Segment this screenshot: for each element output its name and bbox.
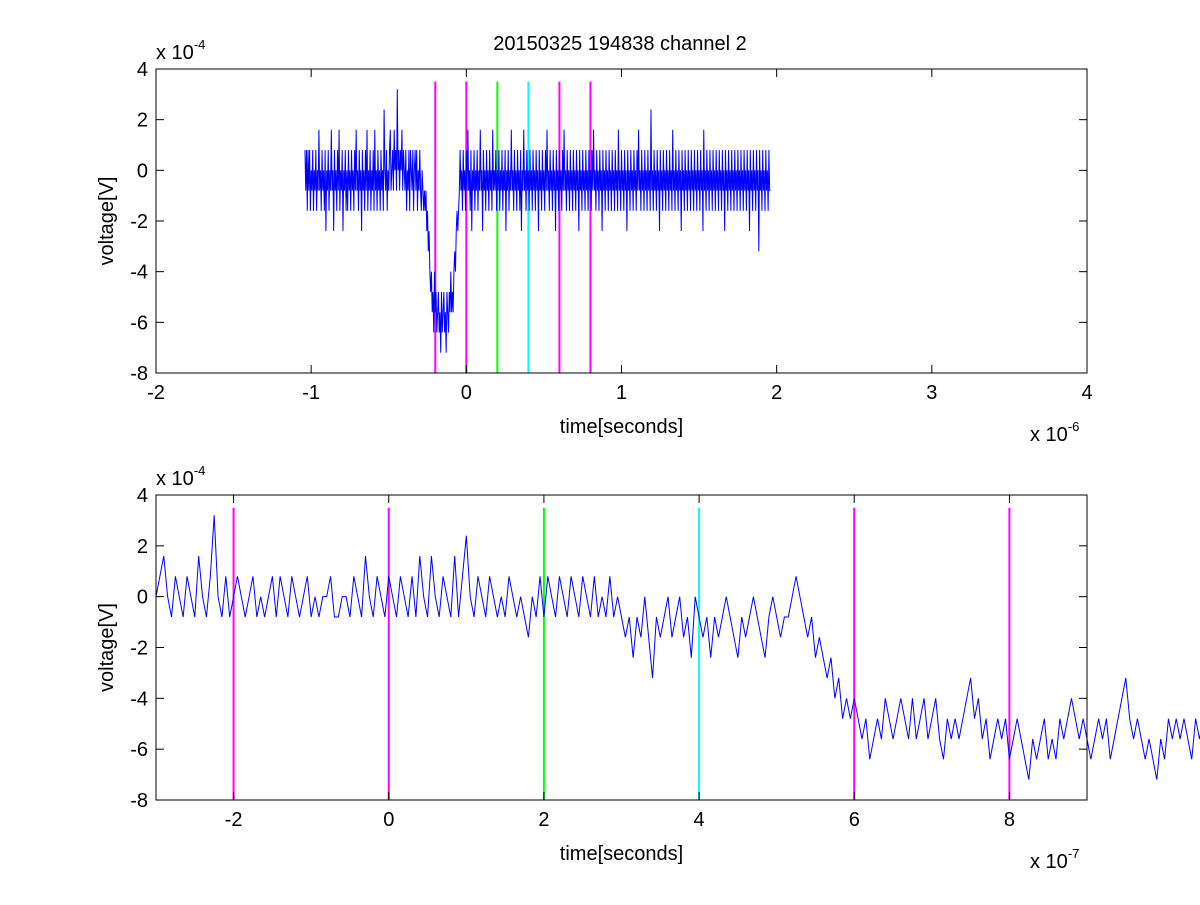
bottom-marker-lines xyxy=(232,507,1011,800)
bottom-y-multiplier-base: x 10 xyxy=(156,468,194,490)
bottom-axes-frame xyxy=(155,494,1088,801)
bottom-x-tick-label: 2 xyxy=(538,809,549,831)
top-y-tick-label: 4 xyxy=(137,59,148,81)
bottom-y-tick-label: -8 xyxy=(130,790,148,812)
top-x-tick-label: -2 xyxy=(147,382,165,404)
top-y-ticks: -8 -6 -4 -2 0 2 4 xyxy=(130,59,1087,385)
top-panel: -2 -1 0 1 2 3 4 -8 -6 -4 -2 0 2 4 time[seconds] volt… xyxy=(96,37,1093,446)
bottom-signal-series xyxy=(155,515,1200,780)
top-x-tick-label: 2 xyxy=(771,382,782,404)
top-x-multiplier-base: x 10 xyxy=(1030,424,1068,446)
bottom-x-tick-label: 6 xyxy=(849,809,860,831)
top-axes-frame xyxy=(155,68,1088,374)
bottom-x-tick-label: 0 xyxy=(383,809,394,831)
top-y-tick-label: -4 xyxy=(130,262,148,284)
top-y-axis-label: voltage[V] xyxy=(96,177,118,266)
bottom-y-ticks: -8 -6 -4 -2 0 2 4 xyxy=(130,485,1087,812)
chart-title: 20150325 194838 channel 2 xyxy=(493,33,747,55)
bottom-x-multiplier: x 10-7 xyxy=(1030,846,1079,873)
bottom-y-tick-label: 4 xyxy=(137,485,148,507)
bottom-signal-line xyxy=(155,515,1200,780)
top-y-tick-label: -8 xyxy=(130,363,148,385)
bottom-y-multiplier: x 10-4 xyxy=(156,463,205,490)
top-x-multiplier: x 10-6 xyxy=(1030,419,1079,446)
bottom-y-tick-label: -2 xyxy=(130,638,148,660)
bottom-x-tick-label: 4 xyxy=(694,809,705,831)
bottom-x-tick-label: 8 xyxy=(1004,809,1015,831)
bottom-y-axis-label: voltage[V] xyxy=(96,603,118,692)
top-x-multiplier-exponent: -6 xyxy=(1068,419,1080,434)
bottom-panel: -2 0 2 4 6 8 -8 -6 -4 -2 0 2 4 time[seconds] voltag… xyxy=(96,463,1200,873)
bottom-y-tick-label: 0 xyxy=(137,587,148,609)
top-y-tick-label: -2 xyxy=(130,211,148,233)
bottom-x-tick-label: -2 xyxy=(225,809,243,831)
top-y-multiplier: x 10-4 xyxy=(156,37,205,64)
top-signal-line xyxy=(304,89,771,353)
bottom-y-tick-label: 2 xyxy=(137,536,148,558)
bottom-y-tick-label: -4 xyxy=(130,688,148,710)
top-x-tick-label: 1 xyxy=(616,382,627,404)
top-y-tick-label: 2 xyxy=(137,110,148,132)
top-marker-lines xyxy=(434,81,592,373)
bottom-x-axis-label: time[seconds] xyxy=(560,843,683,865)
top-y-tick-label: -6 xyxy=(130,312,148,334)
top-x-tick-label: 0 xyxy=(461,382,472,404)
bottom-y-multiplier-exponent: -4 xyxy=(194,463,206,478)
top-x-tick-label: 3 xyxy=(926,382,937,404)
top-x-ticks: -2 -1 0 1 2 3 4 xyxy=(147,69,1093,404)
bottom-x-ticks: -2 0 2 4 6 8 xyxy=(225,495,1015,831)
bottom-y-tick-label: -6 xyxy=(130,739,148,761)
top-signal-series xyxy=(304,89,771,353)
top-y-multiplier-exponent: -4 xyxy=(194,37,206,52)
top-y-tick-label: 0 xyxy=(137,160,148,182)
bottom-x-multiplier-exponent: -7 xyxy=(1068,846,1080,861)
bottom-x-multiplier-base: x 10 xyxy=(1030,851,1068,873)
top-y-multiplier-base: x 10 xyxy=(156,42,194,64)
top-x-axis-label: time[seconds] xyxy=(560,416,683,438)
top-x-tick-label: -1 xyxy=(302,382,320,404)
top-x-tick-label: 4 xyxy=(1081,382,1092,404)
